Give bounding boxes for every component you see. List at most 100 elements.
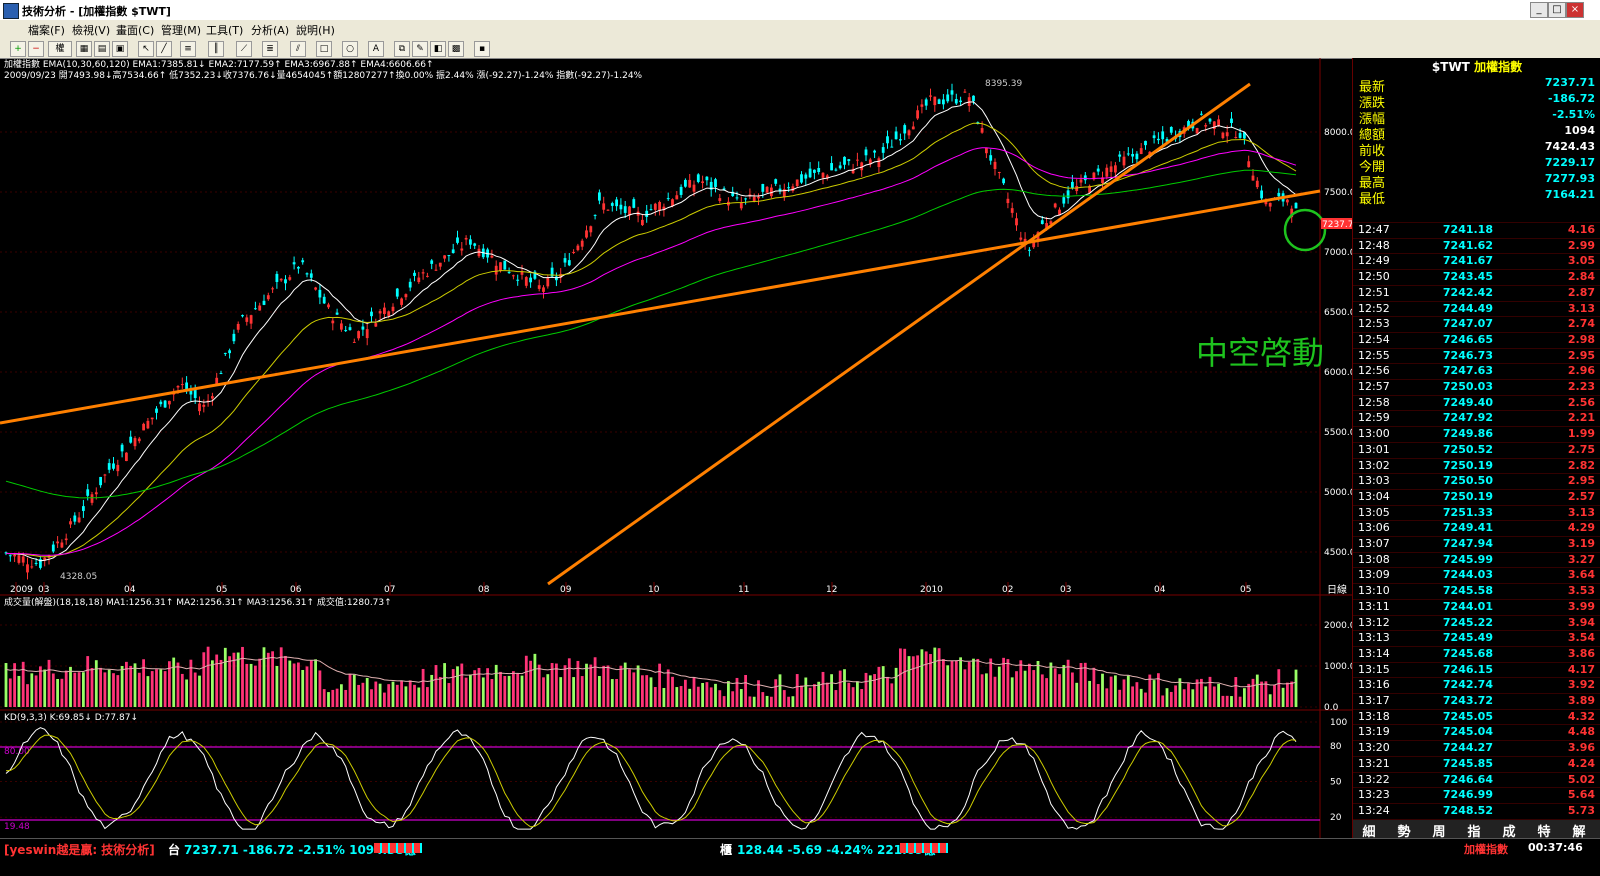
vline-tool-icon[interactable]: ║	[208, 41, 224, 57]
line-tool-icon[interactable]: ╱	[156, 41, 172, 57]
candle-body	[774, 179, 778, 184]
volume-tick-label: 0.0	[1324, 703, 1339, 713]
menu-file[interactable]: 檔案(F)	[28, 24, 65, 37]
copy-icon[interactable]: ⧉	[394, 41, 410, 57]
volume-bar	[550, 663, 554, 707]
candle-body	[1169, 126, 1173, 133]
volume-bar	[563, 665, 567, 707]
tick-time: 12:59	[1358, 411, 1390, 425]
volume-bar	[507, 675, 511, 707]
candle-body	[451, 249, 455, 254]
candle-body	[894, 131, 898, 140]
pen-icon[interactable]: ✎	[412, 41, 428, 57]
window-icon[interactable]: ▤	[94, 41, 110, 57]
tick-price: 7245.99	[1442, 552, 1493, 566]
pointer-icon[interactable]: ↖	[138, 41, 154, 57]
candle-body	[365, 329, 369, 339]
volume-tick-label: 2000.0	[1324, 621, 1352, 631]
channel-tool-icon[interactable]: ⫽	[290, 41, 306, 57]
rect-tool-icon[interactable]: □	[316, 41, 332, 57]
candle-body	[395, 288, 399, 297]
tab-volume[interactable]: 成	[1502, 825, 1516, 840]
tick-volume: 2.95	[1567, 348, 1595, 362]
text-tool-icon[interactable]: A	[368, 41, 384, 57]
menu-tools[interactable]: 工具(T)	[206, 24, 244, 37]
candle-body	[1255, 180, 1259, 188]
volume-bar	[374, 681, 378, 707]
tick-row: 12:57 7250.03 2.23	[1353, 379, 1600, 396]
candle-body	[580, 240, 584, 247]
volume-bar	[107, 669, 111, 707]
tab-analysis[interactable]: 解	[1572, 825, 1586, 840]
tick-row: 13:09 7244.03 3.64	[1353, 567, 1600, 584]
status-tw-values: 7237.71 -186.72 -2.51% 1094.38億	[184, 843, 416, 857]
kd-tick-label: 80	[1330, 742, 1342, 752]
tab-index[interactable]: 指	[1467, 825, 1481, 840]
fib-tool-icon[interactable]: ≣	[262, 41, 278, 57]
tab-trend[interactable]: 勢	[1397, 825, 1411, 840]
tab-special[interactable]: 特	[1537, 825, 1551, 840]
eraser-icon[interactable]: ◧	[430, 41, 446, 57]
menu-view[interactable]: 檢視(V)	[72, 24, 111, 37]
volume-bar	[593, 657, 597, 707]
volume-bar	[47, 659, 51, 707]
candle-body	[851, 168, 855, 174]
minimize-button[interactable]: _	[1530, 2, 1548, 18]
mode-selector[interactable]: 權	[48, 41, 72, 57]
tick-row: 12:49 7241.67 3.05	[1353, 253, 1600, 270]
candle-body	[675, 195, 679, 200]
quote-label: 漲跌	[1359, 96, 1386, 111]
volume-bar	[559, 677, 563, 707]
tick-time: 13:04	[1358, 489, 1390, 503]
remove-icon[interactable]: −	[28, 41, 44, 57]
volume-bar	[813, 684, 816, 707]
tick-time: 13:06	[1358, 521, 1390, 535]
add-icon[interactable]: +	[10, 41, 26, 57]
save-icon[interactable]: ▪	[474, 41, 490, 57]
layout-icon[interactable]: ▣	[112, 41, 128, 57]
candle-body	[744, 198, 747, 200]
hline-tool-icon[interactable]: ≡	[180, 41, 196, 57]
fan-tool-icon[interactable]: ⟋	[236, 41, 252, 57]
candlestick-chart[interactable]: 加權指數 EMA(10,30,60,120) EMA1:7385.81↓ EMA…	[0, 58, 1356, 838]
volume-bar	[937, 648, 941, 707]
status-index-name: 加權指數	[1464, 843, 1508, 856]
volume-bar	[43, 669, 47, 707]
volume-bar	[748, 696, 752, 707]
volume-bar	[782, 690, 786, 707]
volume-bar	[1281, 687, 1285, 707]
volume-bar	[610, 679, 614, 707]
menu-analysis[interactable]: 分析(A)	[251, 24, 290, 37]
candle-body	[163, 400, 167, 408]
volume-bar	[387, 684, 391, 707]
menu-help[interactable]: 說明(H)	[296, 24, 335, 37]
tab-detail[interactable]: 細	[1362, 825, 1376, 840]
volume-bar	[821, 671, 825, 707]
tick-time: 13:07	[1358, 537, 1390, 550]
candle-body	[1144, 140, 1147, 146]
tick-volume: 2.98	[1567, 332, 1595, 346]
ellipse-tool-icon[interactable]: ○	[342, 41, 358, 57]
candle-body	[112, 463, 115, 469]
volume-bar	[1114, 675, 1117, 707]
menu-screen[interactable]: 畫面(C)	[116, 24, 155, 37]
candle-body	[17, 555, 21, 563]
volume-bar	[598, 676, 601, 707]
chart-area[interactable]: 加權指數 EMA(10,30,60,120) EMA1:7385.81↓ EMA…	[0, 58, 1356, 838]
low-label: 4328.05	[60, 572, 97, 582]
candle-body	[249, 315, 253, 324]
candle-body	[60, 542, 64, 548]
tick-volume: 2.82	[1567, 458, 1595, 472]
candle-body	[593, 214, 597, 216]
close-button[interactable]: ×	[1566, 2, 1584, 18]
volume-bar	[1028, 663, 1031, 707]
volume-bar	[211, 660, 214, 707]
candle-body	[284, 279, 287, 284]
tab-week[interactable]: 周	[1432, 825, 1446, 840]
maximize-button[interactable]: □	[1548, 2, 1566, 18]
candle-body	[352, 341, 356, 343]
grid-icon[interactable]: ▦	[76, 41, 92, 57]
month-label: 2009	[10, 585, 33, 595]
color-icon[interactable]: ▩	[448, 41, 464, 57]
menu-manage[interactable]: 管理(M)	[161, 24, 202, 37]
